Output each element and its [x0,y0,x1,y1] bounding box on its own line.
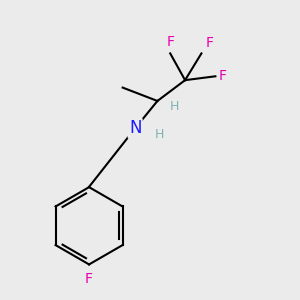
Text: F: F [85,272,93,286]
Text: N: N [129,119,141,137]
Text: F: F [206,36,214,50]
Text: F: F [166,35,174,49]
Text: H: H [154,128,164,141]
Text: F: F [219,69,227,83]
Text: H: H [169,100,179,113]
